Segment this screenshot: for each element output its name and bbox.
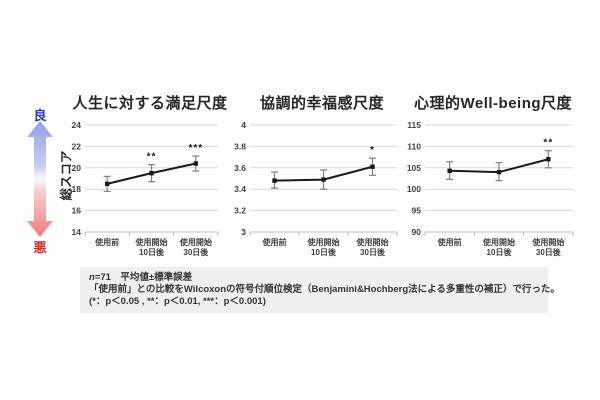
y-tick-label: 3 [241,227,246,237]
data-point-marker [104,181,110,187]
y-tick-label: 18 [72,184,82,194]
chart-title-cooperative-happiness: 協調的幸福感尺度 [259,95,384,112]
y-tick-label: 3.4 [234,184,246,194]
footnote-mean-se: =71 平均値±標準誤差 [94,272,193,283]
x-category-label: 30日後 [360,247,386,257]
y-tick-label: 100 [407,184,421,194]
y-tick-label: 16 [72,206,82,216]
footnote-box: n=71 平均値±標準誤差 「使用前」との比較をWilcoxonの符号付順位検定… [80,267,560,313]
y-tick-label: 3.8 [234,141,246,151]
data-point-marker [321,177,326,182]
y-tick-label: 22 [72,141,82,151]
x-category-label: 使用開始 [482,237,515,247]
y-tick-label: 3.6 [234,163,246,173]
y-tick-label: 20 [72,163,82,173]
significance-marker: ** [543,138,553,149]
x-category-label: 使用前 [437,237,462,247]
data-point-marker [546,157,551,162]
good-label: 良 [33,108,47,123]
x-category-label: 使用開始 [307,237,340,247]
x-category-label: 使用前 [262,237,287,247]
data-point-marker [272,178,277,183]
x-category-label: 使用開始 [356,237,389,247]
data-point-marker [496,169,502,175]
y-tick-label: 105 [407,163,421,173]
y-tick-label: 115 [407,120,421,130]
footnote-line-sample-size: n=71 平均値±標準誤差 [89,272,542,284]
y-tick-label: 95 [412,206,422,216]
x-category-label: 10日後 [487,247,513,257]
x-category-label: 10日後 [139,247,165,257]
chart-title-psychological-wellbeing: 心理的Well-being尺度 [413,95,573,112]
chart-title-life-satisfaction: 人生に対する満足尺度 [72,95,228,112]
good-bad-gradient-arrow-icon [27,121,53,237]
double-arrow-shape [27,121,53,237]
y-tick-label: 4 [241,120,246,130]
data-point-marker [370,164,375,169]
significance-marker: ** [147,152,157,163]
significance-marker: * [370,145,375,156]
data-point-marker [447,168,452,173]
y-tick-label: 14 [72,227,82,237]
x-category-label: 30日後 [183,247,209,257]
footnote-line-method: 「使用前」との比較をWilcoxonの符号付順位検定（Benjamini&Hoc… [89,284,560,295]
y-tick-label: 90 [412,227,422,237]
x-category-label: 使用開始 [179,237,212,247]
significance-marker: *** [188,143,203,154]
y-tick-label: 24 [72,120,82,130]
x-category-label: 10日後 [311,247,337,257]
footnote-line-pvalues: (*：p＜0.05 , **：p＜0.01, ***：p＜0.001) [89,296,266,307]
y-tick-label: 3.2 [234,206,246,216]
bad-label: 悪 [33,240,47,255]
x-category-label: 使用開始 [135,237,168,247]
data-point-marker [193,161,199,166]
x-category-label: 30日後 [536,247,562,257]
x-category-label: 使用前 [94,237,119,247]
data-point-marker [149,170,154,176]
y-tick-label: 110 [407,141,421,151]
n-symbol: n [89,272,95,283]
x-category-label: 使用開始 [531,237,564,247]
